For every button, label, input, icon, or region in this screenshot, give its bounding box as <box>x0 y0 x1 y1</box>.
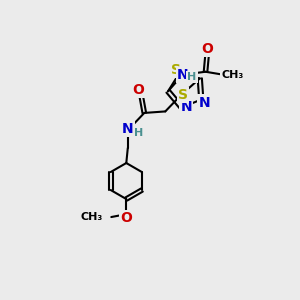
Text: O: O <box>120 211 132 225</box>
Text: N: N <box>177 68 189 82</box>
Text: H: H <box>188 72 197 82</box>
Text: N: N <box>199 95 210 110</box>
Text: N: N <box>122 122 134 136</box>
Text: O: O <box>201 42 213 56</box>
Text: S: S <box>178 88 188 102</box>
Text: O: O <box>132 83 144 97</box>
Text: CH₃: CH₃ <box>80 212 102 222</box>
Text: CH₃: CH₃ <box>221 70 244 80</box>
Text: S: S <box>171 63 181 77</box>
Text: H: H <box>134 128 143 138</box>
Text: N: N <box>180 100 192 115</box>
